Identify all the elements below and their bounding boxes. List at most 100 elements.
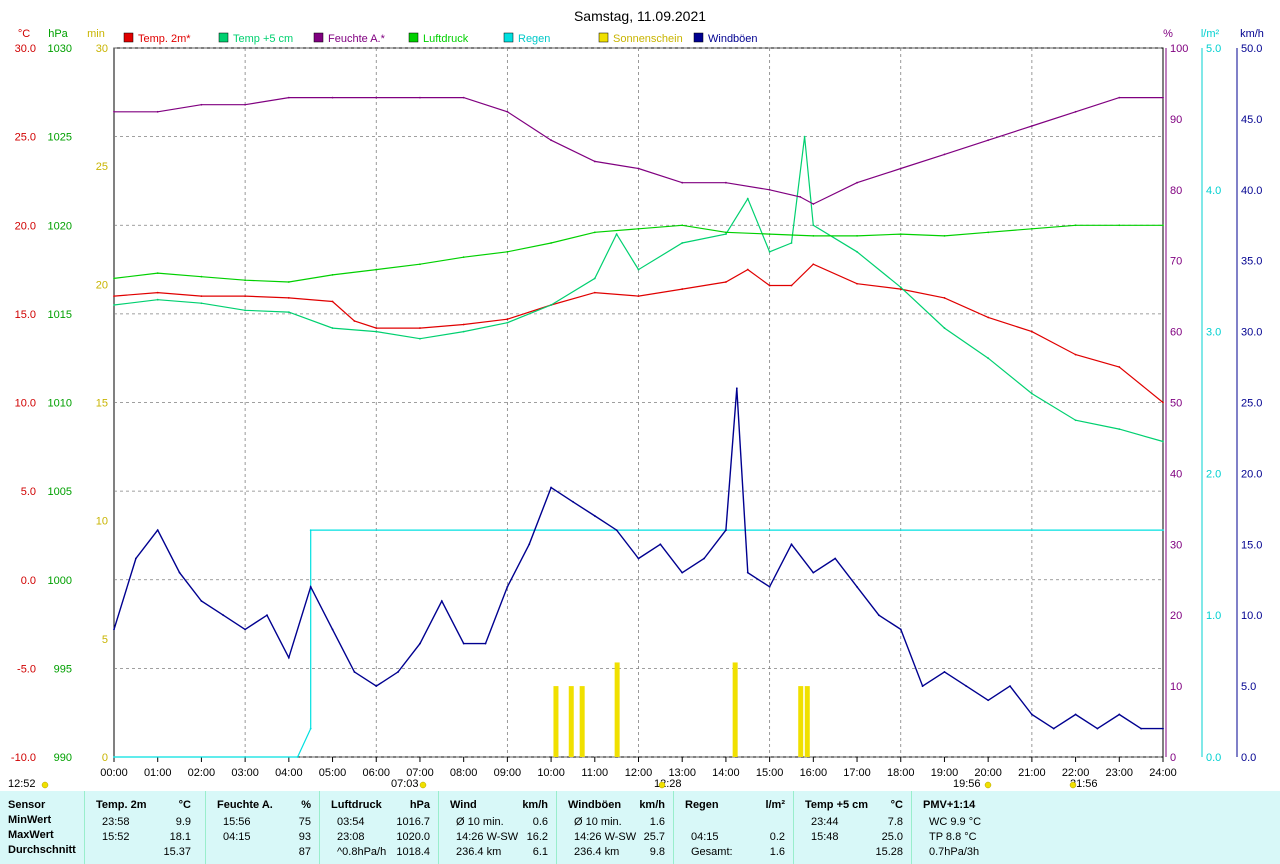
stats-cell-value: 1020.0: [396, 831, 430, 843]
series-point: [943, 327, 946, 329]
legend-swatch: [123, 32, 134, 43]
sunshine-bar: [732, 662, 738, 757]
series-point: [113, 295, 115, 298]
series-point: [768, 188, 771, 191]
y-tick-label: 3.0: [1206, 327, 1221, 339]
series-point: [1162, 401, 1164, 404]
stats-row-label: MaxWert: [8, 829, 54, 841]
stats-separator: [205, 791, 206, 864]
y-tick-label: 20.0: [15, 220, 36, 232]
x-tick-label: 02:00: [188, 767, 216, 779]
stats-cell-time: TP 8.8 °C: [929, 831, 977, 843]
stats-row-label: MinWert: [8, 814, 52, 826]
series-point: [659, 543, 662, 546]
series-point: [113, 277, 115, 280]
stats-column: Feuchte A.% 15:56 75 04:15 93 87: [209, 791, 321, 864]
y-tick-label: 4.0: [1206, 185, 1221, 197]
series-point: [287, 96, 290, 99]
series-point: [834, 557, 837, 560]
series-point: [200, 600, 203, 602]
series-point: [200, 295, 203, 298]
x-tick-label: 07:00: [406, 767, 434, 779]
series-point: [987, 139, 990, 142]
series-point: [331, 628, 334, 631]
series-point: [156, 529, 159, 532]
series-point: [681, 242, 684, 244]
x-tick-label: 15:00: [756, 767, 784, 779]
stats-column-header: PMV+1:14: [923, 799, 976, 811]
x-tick-label: 19:00: [931, 767, 959, 779]
axis-unit-label: %: [1163, 28, 1173, 40]
legend-swatch: [693, 32, 704, 43]
series-point: [637, 295, 640, 298]
legend-swatch: [598, 32, 609, 43]
series-point: [331, 96, 334, 99]
series-point: [681, 224, 684, 227]
series-line: [113, 263, 1164, 403]
series-point: [1118, 96, 1121, 99]
stats-cell-time: Ø 10 min.: [456, 816, 504, 828]
series-point: [550, 242, 552, 244]
statistics-table: Sensor MinWert MaxWert Durchschnitt Temp. 2m…: [0, 791, 1280, 864]
x-tick-label: 00:00: [100, 767, 128, 779]
x-tick-label: 09:00: [494, 767, 522, 779]
series-point: [790, 242, 793, 244]
series-point: [506, 321, 509, 324]
series-point: [637, 557, 640, 560]
legend-swatch: [313, 32, 324, 43]
chart-series: [113, 96, 1164, 758]
series-point: [899, 288, 902, 290]
series-point: [419, 337, 421, 340]
stats-cell-value: 93: [298, 831, 311, 843]
astro-time-label: 12:52: [8, 778, 36, 790]
y-tick-label: 5: [102, 634, 108, 646]
y-tick-label: 10: [1170, 681, 1182, 693]
series-point: [790, 543, 793, 546]
series-point: [266, 614, 268, 617]
stats-cell-value: 15.28: [875, 846, 903, 858]
sunshine-bar: [614, 662, 620, 757]
series-point: [987, 357, 990, 360]
sun-marker-icon: [41, 781, 49, 789]
legend-label: Sonnenschein: [613, 33, 683, 45]
y-tick-label: 90: [1170, 114, 1182, 126]
stats-cell-value: 87: [298, 846, 311, 858]
sun-marker-icon: [419, 781, 427, 789]
y-tick-label: 0.0: [21, 575, 36, 587]
series-line: [113, 388, 1163, 730]
y-tick-label: 15.0: [15, 309, 36, 321]
y-tick-label: 20: [1170, 610, 1182, 622]
y-tick-label: 5.0: [21, 486, 36, 498]
series-point: [1074, 419, 1077, 422]
y-tick-label: 1010: [48, 398, 72, 410]
axis-ticks: 30.025.020.015.010.05.00.0-5.0-10.0°C103…: [8, 28, 1264, 790]
stats-column-unit: °C: [178, 799, 191, 811]
x-tick-label: 18:00: [887, 767, 915, 779]
series-point: [375, 96, 378, 99]
stats-cell-time: Gesamt:: [691, 846, 733, 858]
series-point: [419, 263, 421, 266]
stats-separator: [556, 791, 557, 864]
series-point: [309, 585, 312, 588]
series-point: [1118, 224, 1121, 227]
stats-column-unit: %: [301, 799, 311, 811]
series-point: [943, 153, 946, 156]
stats-column: Regen l/m² 04:15 0.2 Gesamt: 1.6: [677, 791, 795, 864]
y-tick-label: 40: [1170, 468, 1182, 480]
x-tick-label: 12:00: [625, 767, 653, 779]
series-point: [156, 110, 159, 113]
series-point: [462, 256, 465, 259]
series-point: [572, 500, 574, 503]
series-point: [419, 96, 421, 99]
x-tick-label: 23:00: [1106, 767, 1134, 779]
series-point: [637, 167, 640, 170]
y-tick-label: 20.0: [1241, 468, 1262, 480]
series-point: [200, 302, 203, 305]
x-tick-label: 10:00: [537, 767, 565, 779]
series-point: [1162, 529, 1164, 532]
series-point: [244, 279, 247, 282]
series-point: [1162, 224, 1164, 227]
stats-cell-time: WC 9.9 °C: [929, 816, 982, 828]
legend-label: Luftdruck: [423, 33, 469, 45]
chart-grid: [113, 47, 1164, 758]
